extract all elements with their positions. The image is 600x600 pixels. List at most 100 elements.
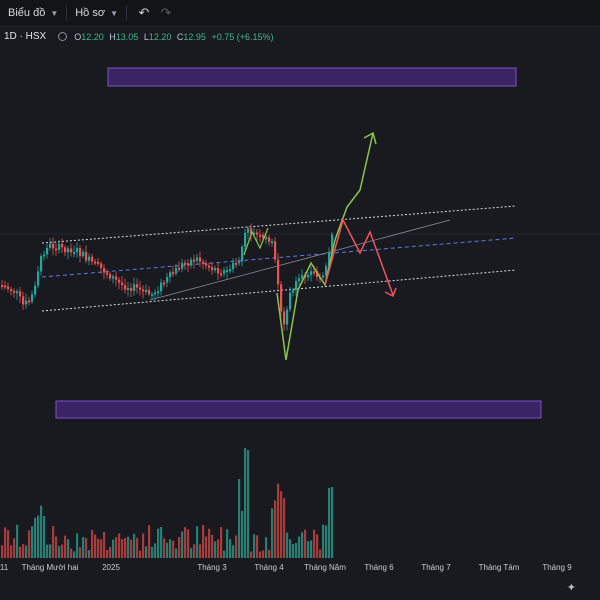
volume-bar — [169, 539, 172, 558]
volume-bar — [25, 545, 28, 558]
volume-bar — [103, 531, 106, 558]
channel-lower-line[interactable] — [41, 269, 517, 312]
volume-bar — [208, 528, 211, 558]
candle — [148, 289, 151, 295]
candle — [133, 284, 136, 291]
candle — [244, 232, 247, 247]
volume-bar — [190, 548, 193, 558]
volume-bar — [217, 539, 220, 558]
trend-line[interactable] — [149, 219, 451, 301]
candle — [316, 271, 319, 277]
bullish-projection-path[interactable] — [276, 132, 374, 361]
volume-bar — [151, 546, 154, 558]
candle — [76, 248, 79, 253]
volume-bar — [307, 541, 310, 558]
candle — [178, 267, 181, 270]
volume-bar — [178, 536, 181, 558]
support-zone[interactable] — [55, 400, 542, 419]
volume-bar — [70, 548, 73, 558]
chevron-down-icon: ▼ — [110, 8, 118, 18]
candle — [331, 234, 334, 253]
volume-bar — [277, 483, 280, 558]
symbol-label[interactable]: 1D · HSX — [4, 31, 47, 42]
volume-bar — [235, 535, 238, 558]
volume-bar — [7, 530, 10, 558]
candle — [292, 290, 295, 293]
candle — [172, 272, 175, 275]
candle — [271, 241, 274, 244]
undo-icon[interactable]: ↶ — [138, 5, 150, 20]
candle — [265, 237, 268, 240]
candle — [142, 289, 145, 292]
channel-mid-line[interactable] — [41, 237, 517, 278]
candle — [274, 241, 277, 260]
volume-bar — [271, 508, 274, 558]
low-value: 12.20 — [148, 31, 172, 42]
volume-bar — [61, 544, 64, 558]
xaxis-label: Tháng 3 — [197, 563, 227, 572]
candle — [283, 311, 286, 325]
low-label: L — [143, 31, 149, 42]
channel-upper-line[interactable] — [41, 205, 517, 244]
candle — [43, 254, 46, 257]
bearish-projection-path[interactable] — [324, 217, 394, 296]
candle — [130, 288, 133, 291]
candle — [196, 257, 199, 261]
candle — [268, 237, 271, 243]
candle — [124, 285, 127, 290]
candle — [259, 234, 262, 237]
volume-bar — [28, 530, 31, 558]
candle — [202, 261, 205, 264]
volume-bar — [88, 550, 91, 558]
candle — [85, 251, 88, 261]
volume-bar — [22, 544, 25, 558]
volume-bar — [232, 545, 235, 558]
volume-bar — [19, 546, 22, 558]
candle — [121, 282, 124, 286]
volume-bar — [133, 533, 136, 558]
volume-bar — [268, 549, 271, 558]
volume-bar — [247, 450, 250, 558]
volume-bar — [4, 527, 7, 558]
candle — [67, 248, 70, 253]
symbol-legend: 1D · HSX O12.20 H13.05 L12.20 C12.95 +0.… — [4, 31, 277, 42]
volume-bar — [193, 544, 196, 558]
bullish-arrow-head — [363, 131, 377, 145]
bearish-arrow-head — [384, 287, 397, 298]
volume-bar — [181, 531, 184, 558]
candle — [115, 276, 118, 280]
volume-bar — [157, 528, 160, 558]
volume-bar — [223, 550, 226, 558]
profile-menu[interactable]: Hồ sơ ▼ — [67, 0, 126, 26]
volume-bar — [205, 536, 208, 558]
candle — [19, 291, 22, 297]
candle — [49, 243, 52, 248]
high-value: 13.05 — [115, 31, 139, 42]
redo-icon[interactable]: ↷ — [160, 5, 172, 20]
volume-bar — [295, 543, 298, 558]
volume-bar — [253, 534, 256, 558]
volume-bar — [187, 529, 190, 558]
market-status-icon — [58, 32, 68, 41]
resistance-zone[interactable] — [107, 67, 517, 87]
candle — [37, 271, 40, 286]
price-chart[interactable] — [0, 0, 600, 560]
volume-bar — [298, 536, 301, 558]
candle — [262, 235, 265, 238]
time-axis[interactable]: 11 Tháng Mười hai 2025 Tháng 3 Tháng 4 T… — [0, 560, 600, 576]
xaxis-label: Tháng 4 — [254, 563, 284, 572]
candle — [166, 277, 169, 283]
volume-bar — [241, 510, 244, 558]
volume-bar — [97, 538, 100, 558]
magic-wand-icon[interactable]: ✦ — [566, 582, 576, 594]
volume-bar — [328, 487, 331, 558]
candle — [145, 289, 148, 292]
candle — [325, 266, 328, 276]
volume-bar — [250, 551, 253, 558]
chart-menu[interactable]: Biểu đồ ▼ — [0, 0, 66, 26]
candle — [88, 256, 91, 261]
volume-bar — [142, 533, 145, 558]
volume-bar — [58, 545, 61, 558]
candle — [160, 282, 163, 292]
